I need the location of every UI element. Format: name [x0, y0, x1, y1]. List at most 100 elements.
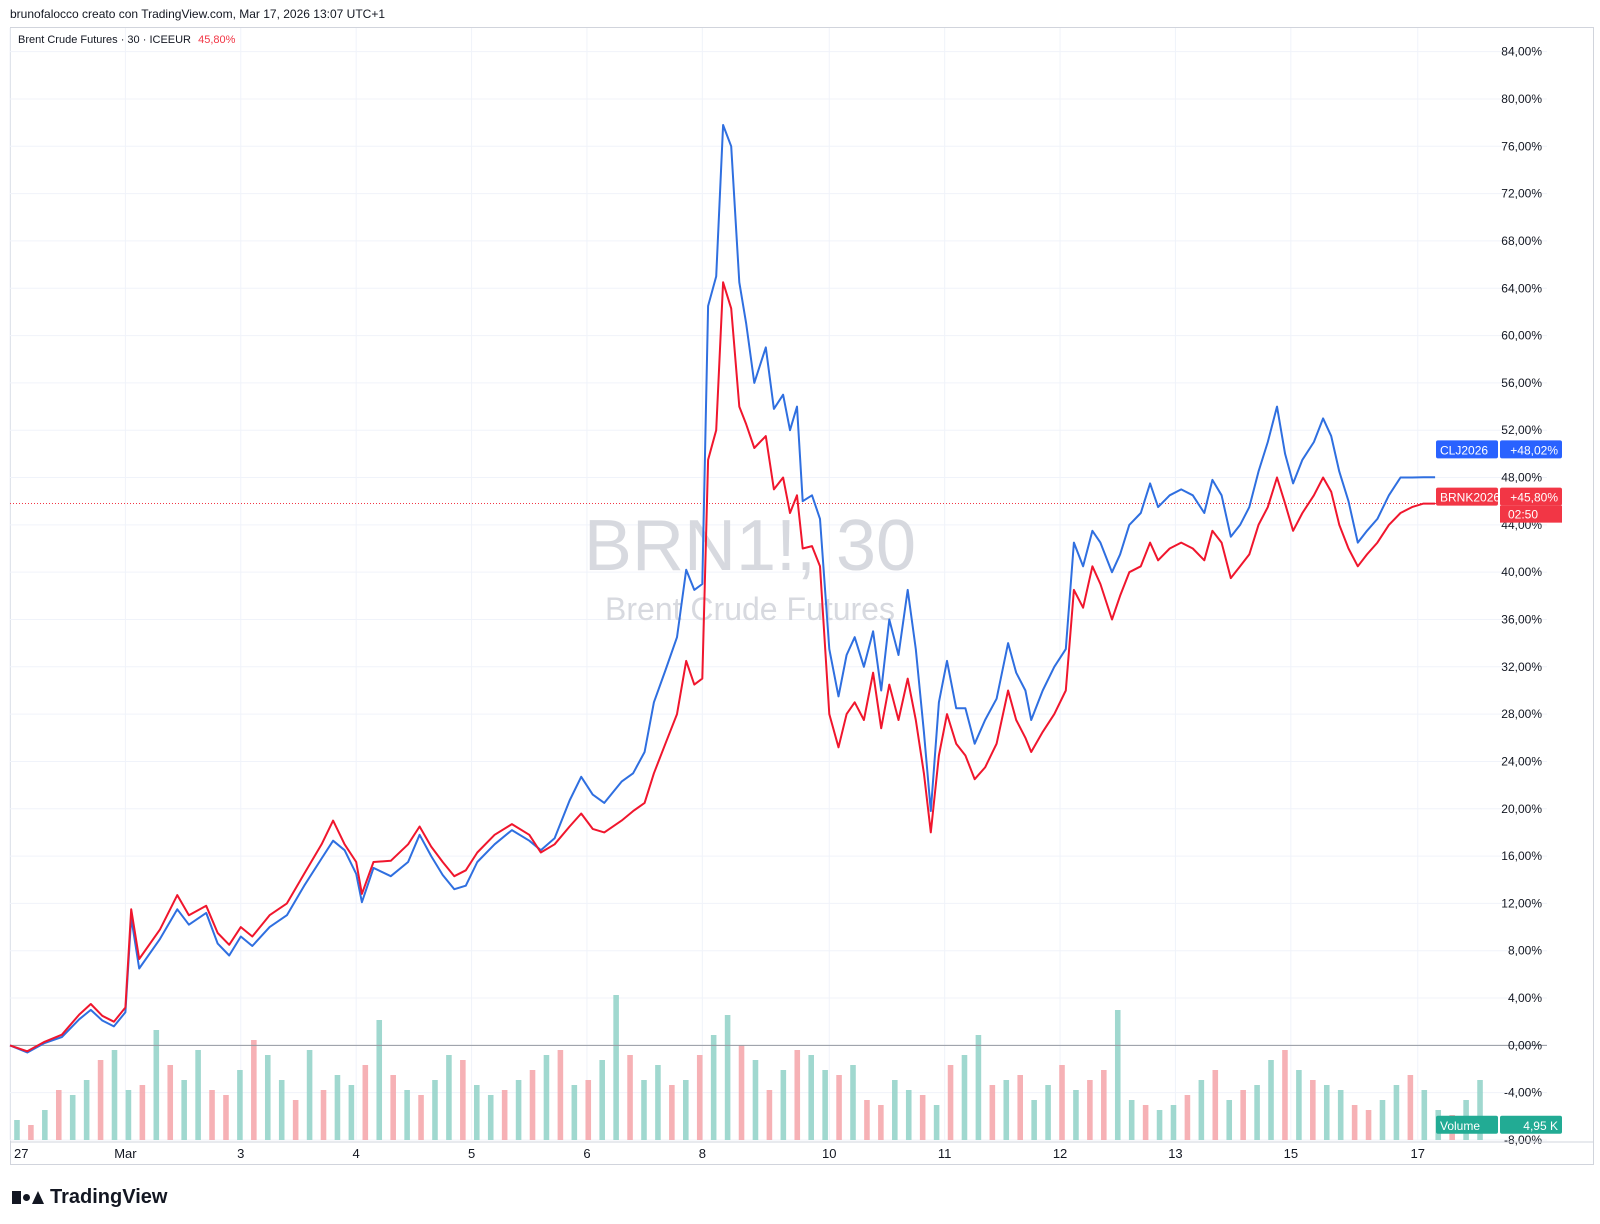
badge-volume-label-bg: [1436, 1115, 1498, 1134]
y-tick-label: 64,00%: [1501, 281, 1542, 295]
volume-bar: [850, 1065, 856, 1140]
volume-bar: [1073, 1090, 1079, 1140]
volume-bar: [334, 1075, 341, 1140]
volume-bar: [1142, 1105, 1149, 1140]
volume-bar: [1379, 1100, 1386, 1140]
volume-bar: [961, 1055, 968, 1140]
badge-clj-label: CLJ2026: [1440, 443, 1488, 457]
volume-bar: [1282, 1050, 1288, 1140]
legend-symbol: Brent Crude Futures · 30 · ICEEUR: [18, 34, 192, 46]
volume-bar: [1045, 1085, 1051, 1140]
y-tick-label: 40,00%: [1501, 565, 1542, 579]
volume-bar: [487, 1095, 494, 1140]
x-tick-label: 15: [1284, 1146, 1298, 1161]
volume-bar: [42, 1110, 48, 1140]
time-scale: 27 Mar 3 4 5 6 8 10 11 12 13 15 17: [10, 1141, 1594, 1161]
volume-bar: [808, 1055, 814, 1140]
x-tick-label: 11: [938, 1146, 952, 1161]
y-tick-label: 48,00%: [1501, 471, 1542, 485]
volume-bar: [766, 1090, 773, 1140]
price-scale: 84,00% 80,00% 76,00% 72,00% 68,00% 64,00% 60,0…: [1501, 45, 1542, 1147]
volume-bar: [418, 1095, 424, 1140]
volume-bar: [1003, 1080, 1010, 1140]
volume-bar: [724, 1015, 731, 1140]
volume-bar: [1310, 1080, 1316, 1140]
badge-volume-label: Volume: [1440, 1119, 1480, 1133]
volume-bar: [836, 1075, 842, 1140]
y-tick-label: 68,00%: [1501, 234, 1542, 248]
volume-bar: [348, 1085, 355, 1140]
chart-legend[interactable]: Brent Crude Futures · 30 · ICEEUR 45,80%: [18, 34, 235, 46]
volume-bar: [627, 1055, 633, 1140]
volume-bar: [278, 1080, 285, 1140]
x-tick-label: 12: [1053, 1146, 1067, 1161]
volume-bar: [97, 1060, 104, 1140]
volume-bar: [362, 1065, 369, 1140]
volume-bar: [251, 1040, 257, 1140]
volume-bar: [933, 1105, 940, 1140]
y-tick-label: 28,00%: [1501, 707, 1542, 721]
volume-bar: [1323, 1085, 1330, 1140]
volume-bar: [1156, 1110, 1163, 1140]
y-tick-label: 80,00%: [1501, 92, 1542, 106]
volume-bar: [780, 1070, 787, 1140]
volume-bar: [125, 1090, 132, 1140]
watermark-name: Brent Crude Futures: [605, 591, 895, 627]
volume-bar: [543, 1055, 550, 1140]
volume-bar: [571, 1085, 578, 1140]
y-tick-label: -4,00%: [1504, 1086, 1542, 1100]
attribution-text: brunofalocco creato con TradingView.com,…: [10, 7, 385, 21]
volume-bar: [1268, 1060, 1274, 1140]
x-tick-label: 10: [822, 1146, 836, 1161]
volume-bar: [641, 1080, 647, 1140]
y-tick-label: 76,00%: [1501, 139, 1542, 153]
x-tick-label: Mar: [114, 1146, 137, 1161]
y-tick-label: 52,00%: [1501, 423, 1542, 437]
badge-brnk-countdown: 02:50: [1508, 508, 1538, 522]
badge-brnk-value: +45,80%: [1510, 491, 1558, 505]
volume-bar: [1184, 1095, 1191, 1140]
y-tick-label: 32,00%: [1501, 660, 1542, 674]
x-tick-label: 3: [237, 1146, 244, 1161]
x-tick-label: 13: [1168, 1146, 1182, 1161]
volume-bar: [390, 1075, 396, 1140]
y-tick-label: 56,00%: [1501, 376, 1542, 390]
volume-bar: [264, 1055, 271, 1140]
badge-brnk-label: BRNK2026: [1440, 491, 1500, 505]
volume-bar: [432, 1080, 438, 1140]
volume-bar: [153, 1030, 160, 1140]
volume-bar: [1254, 1085, 1260, 1140]
series-line-brnk2026: [9, 281, 1436, 1053]
volume-bar: [139, 1085, 146, 1140]
volume-bar: [501, 1090, 508, 1140]
y-tick-label: 8,00%: [1508, 944, 1542, 958]
y-tick-label: 36,00%: [1501, 612, 1542, 626]
y-tick-label: 84,00%: [1501, 45, 1542, 59]
tradingview-logo[interactable]: TradingView: [12, 1186, 167, 1209]
badge-brnk-countdown-bg: [1500, 505, 1562, 523]
volume-bar: [669, 1085, 675, 1140]
scale-badges: CLJ2026 +48,02% BRNK2026 +45,80% 02:50 Volume…: [1436, 440, 1562, 1134]
volume-bar: [1393, 1085, 1400, 1140]
volume-bar: [613, 995, 619, 1140]
badge-clj-value-bg: [1500, 440, 1562, 459]
volume-bar: [794, 1050, 801, 1140]
y-tick-label: 72,00%: [1501, 187, 1542, 201]
volume-bars: [14, 995, 1483, 1140]
volume-bar: [738, 1045, 745, 1140]
volume-bar: [1477, 1080, 1483, 1140]
volume-bar: [404, 1090, 410, 1140]
badge-brnk-label-bg: [1436, 487, 1498, 506]
volume-bar: [111, 1050, 118, 1140]
badge-brnk-value-bg: [1500, 487, 1562, 506]
volume-bar: [1198, 1080, 1205, 1140]
badge-brnk: BRNK2026 +45,80% 02:50: [1436, 487, 1562, 523]
volume-bar: [683, 1080, 689, 1140]
volume-bar: [14, 1120, 20, 1140]
volume-bar: [1017, 1075, 1023, 1140]
volume-bar: [83, 1080, 90, 1140]
brand-name: TradingView: [50, 1186, 168, 1208]
volume-bar: [515, 1080, 522, 1140]
tradingview-logo-icon: [12, 1191, 44, 1204]
